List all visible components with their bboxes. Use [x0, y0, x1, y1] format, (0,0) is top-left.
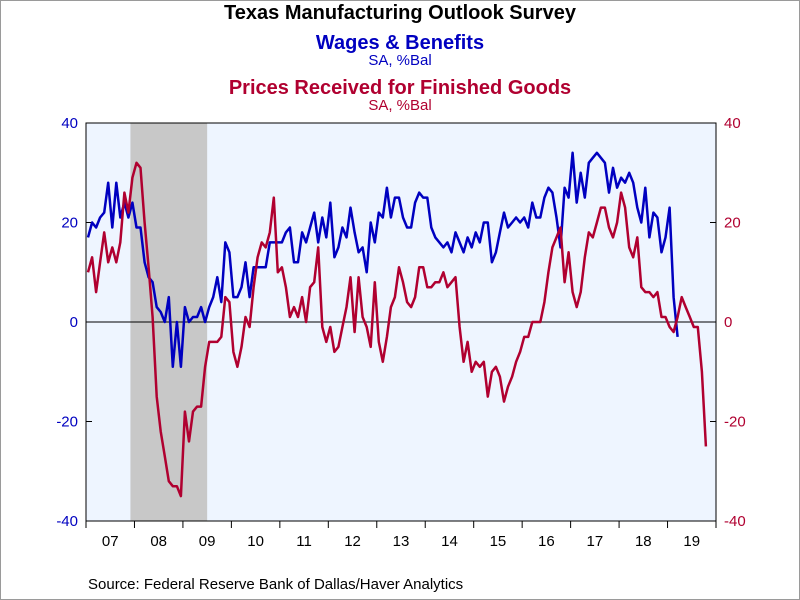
series-2-unit: SA, %Bal: [368, 97, 432, 114]
y-left-tick-label: 0: [70, 314, 78, 331]
x-tick-label: 13: [393, 533, 410, 550]
y-right-tick-label: 20: [724, 215, 741, 232]
x-tick-label: 10: [247, 533, 264, 550]
series-line-prices-received: [86, 161, 708, 498]
y-left-tick-label: -20: [56, 414, 78, 431]
source-note: Source: Federal Reserve Bank of Dallas/H…: [88, 576, 464, 593]
y-left-tick-label: 20: [61, 215, 78, 232]
y-left-tick-label: 40: [61, 115, 78, 132]
y-left-tick-label: -40: [56, 513, 78, 530]
x-tick-label: 17: [587, 533, 604, 550]
x-tick-label: 11: [296, 533, 312, 550]
chart-title: Texas Manufacturing Outlook Survey: [224, 2, 576, 24]
x-tick-label: 16: [538, 533, 555, 550]
x-tick-label: 09: [199, 533, 216, 550]
x-tick-label: 08: [150, 533, 167, 550]
series-1-name: Wages & Benefits: [315, 32, 485, 54]
series-2-name: Prices Received for Finished Goods: [228, 77, 572, 99]
series-1-unit: SA, %Bal: [368, 52, 432, 69]
x-tick-label: 18: [635, 533, 652, 550]
x-tick-label: 07: [102, 533, 119, 550]
y-right-tick-label: -40: [724, 513, 746, 530]
series-line-wages-benefits: [86, 151, 679, 369]
y-right-tick-label: 40: [724, 115, 741, 132]
y-right-tick-label: 0: [724, 314, 732, 331]
x-tick-label: 14: [441, 533, 458, 550]
y-right-tick-label: -20: [724, 414, 746, 431]
x-tick-label: 12: [344, 533, 361, 550]
x-tick-label: 15: [490, 533, 507, 550]
x-tick-label: 19: [683, 533, 700, 550]
